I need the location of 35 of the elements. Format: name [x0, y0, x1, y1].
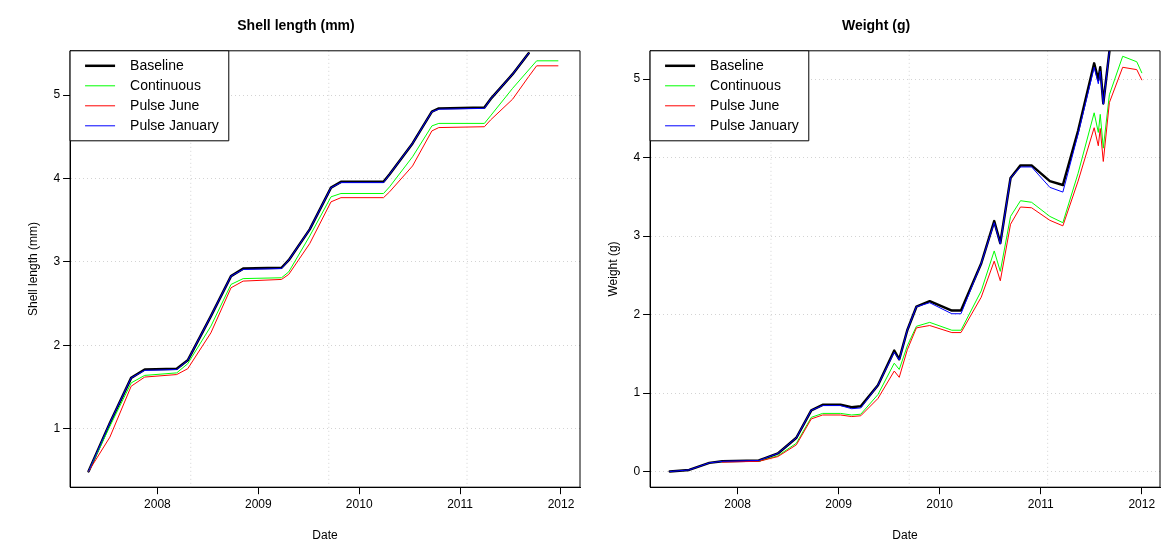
- y-axis-title: Shell length (mm): [25, 221, 40, 317]
- x-tick-label: 2008: [144, 496, 172, 511]
- y-tick-label: 3: [53, 254, 61, 269]
- x-tick-label: 2008: [724, 496, 752, 511]
- legend-label: Continuous: [130, 76, 201, 93]
- chart-title: Shell length (mm): [237, 17, 355, 34]
- x-tick-label: 2010: [345, 496, 373, 511]
- y-tick-label: 4: [633, 149, 641, 164]
- y-tick-label: 5: [53, 87, 61, 102]
- y-tick-label: 4: [53, 170, 61, 185]
- legend-label: Pulse June: [710, 96, 780, 113]
- y-tick-label: 5: [633, 71, 641, 86]
- legend-label: Baseline: [710, 56, 764, 73]
- chart-title: Weight (g): [841, 17, 911, 34]
- y-tick-label: 1: [633, 385, 641, 400]
- x-tick-label: 2010: [926, 496, 954, 511]
- y-tick-label: 3: [633, 228, 641, 243]
- x-tick-label: 2011: [447, 496, 474, 511]
- y-tick-label: 2: [53, 337, 61, 352]
- y-axis-title: Weight (g): [605, 241, 620, 297]
- x-axis-title: Date: [312, 528, 339, 543]
- y-tick-label: 0: [633, 463, 641, 478]
- x-tick-label: 2009: [244, 496, 272, 511]
- legend-label: Continuous: [710, 76, 781, 93]
- y-tick-label: 1: [53, 421, 61, 436]
- x-axis-title: Date: [892, 528, 919, 543]
- y-tick-label: 2: [633, 306, 641, 321]
- x-tick-label: 2011: [1027, 496, 1054, 511]
- x-tick-label: 2012: [1128, 496, 1156, 511]
- legend-label: Pulse January: [710, 116, 799, 133]
- legend-label: Pulse January: [130, 116, 219, 133]
- x-tick-label: 2009: [825, 496, 853, 511]
- legend-label: Baseline: [130, 56, 184, 73]
- x-tick-label: 2012: [547, 496, 575, 511]
- legend-label: Pulse June: [130, 96, 200, 113]
